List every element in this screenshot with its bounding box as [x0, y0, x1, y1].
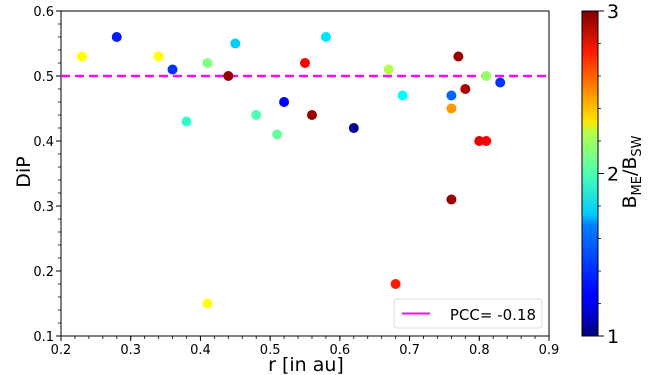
x-axis-label: r [in au]: [268, 354, 344, 375]
colorbar-tick-label: 2: [607, 164, 619, 186]
y-tick-label: 0.1: [33, 330, 54, 345]
data-point-11: [272, 129, 283, 140]
data-point-17: [383, 64, 394, 75]
colorbar: 1 2 3 BME/BSW: [581, 1, 645, 348]
data-point-9: [230, 38, 241, 49]
data-point-26: [481, 136, 492, 146]
x-tick-label: 0.2: [51, 343, 72, 358]
data-point-28: [495, 77, 506, 88]
y-tick-label: 0.3: [33, 200, 54, 215]
y-tick-label: 0.2: [33, 265, 54, 280]
data-point-19: [397, 90, 408, 101]
y-tick-label: 0.5: [33, 70, 54, 85]
data-point-20: [446, 90, 457, 101]
x-tick-label: 0.3: [120, 343, 141, 358]
data-point-14: [306, 110, 317, 120]
x-tick-label: 0.5: [260, 343, 281, 358]
data-point-27: [481, 71, 492, 81]
data-points: [76, 32, 506, 309]
data-point-3: [153, 51, 164, 62]
data-point-5: [181, 116, 192, 127]
colorbar-tick-label: 3: [607, 1, 619, 23]
x-tick-label: 0.8: [469, 343, 490, 358]
pcc-annotation: PCC= -0.18: [393, 298, 543, 329]
x-tick-label: 0.9: [539, 343, 560, 358]
data-point-10: [251, 110, 262, 120]
data-point-8: [223, 71, 234, 81]
pcc-text: PCC= -0.18: [450, 306, 536, 324]
axis-ticks: 0.2 0.3 0.4 0.5 0.6 0.7 0.8 0.90.10.20.30.40.50…: [33, 5, 559, 358]
data-point-4: [167, 64, 178, 75]
data-point-23: [453, 51, 464, 62]
data-point-6: [202, 58, 213, 68]
y-tick-label: 0.4: [33, 135, 54, 150]
data-point-2: [111, 32, 122, 42]
data-point-1: [76, 51, 87, 62]
data-point-21: [446, 103, 457, 114]
data-point-22: [446, 194, 457, 205]
plot-area: 0.2 0.3 0.4 0.5 0.6 0.7 0.8 0.90.10.20.30.40.50…: [33, 5, 559, 358]
x-tick-label: 0.4: [190, 343, 211, 358]
data-point-12: [279, 97, 290, 107]
colorbar-gradient: [581, 10, 599, 337]
colorbar-tick-label: 1: [607, 326, 619, 348]
x-tick-label: 0.6: [330, 343, 351, 358]
data-point-15: [320, 32, 331, 42]
data-point-18: [390, 279, 401, 289]
data-point-16: [348, 123, 359, 133]
data-point-24: [460, 84, 471, 94]
data-point-7: [202, 298, 213, 309]
data-point-25: [474, 136, 485, 146]
x-tick-label: 0.7: [399, 343, 420, 358]
data-point-13: [300, 58, 310, 68]
y-axis-label: DiP: [13, 156, 35, 187]
colorbar-label: BME/BSW: [619, 135, 645, 208]
y-tick-label: 0.6: [33, 5, 54, 20]
